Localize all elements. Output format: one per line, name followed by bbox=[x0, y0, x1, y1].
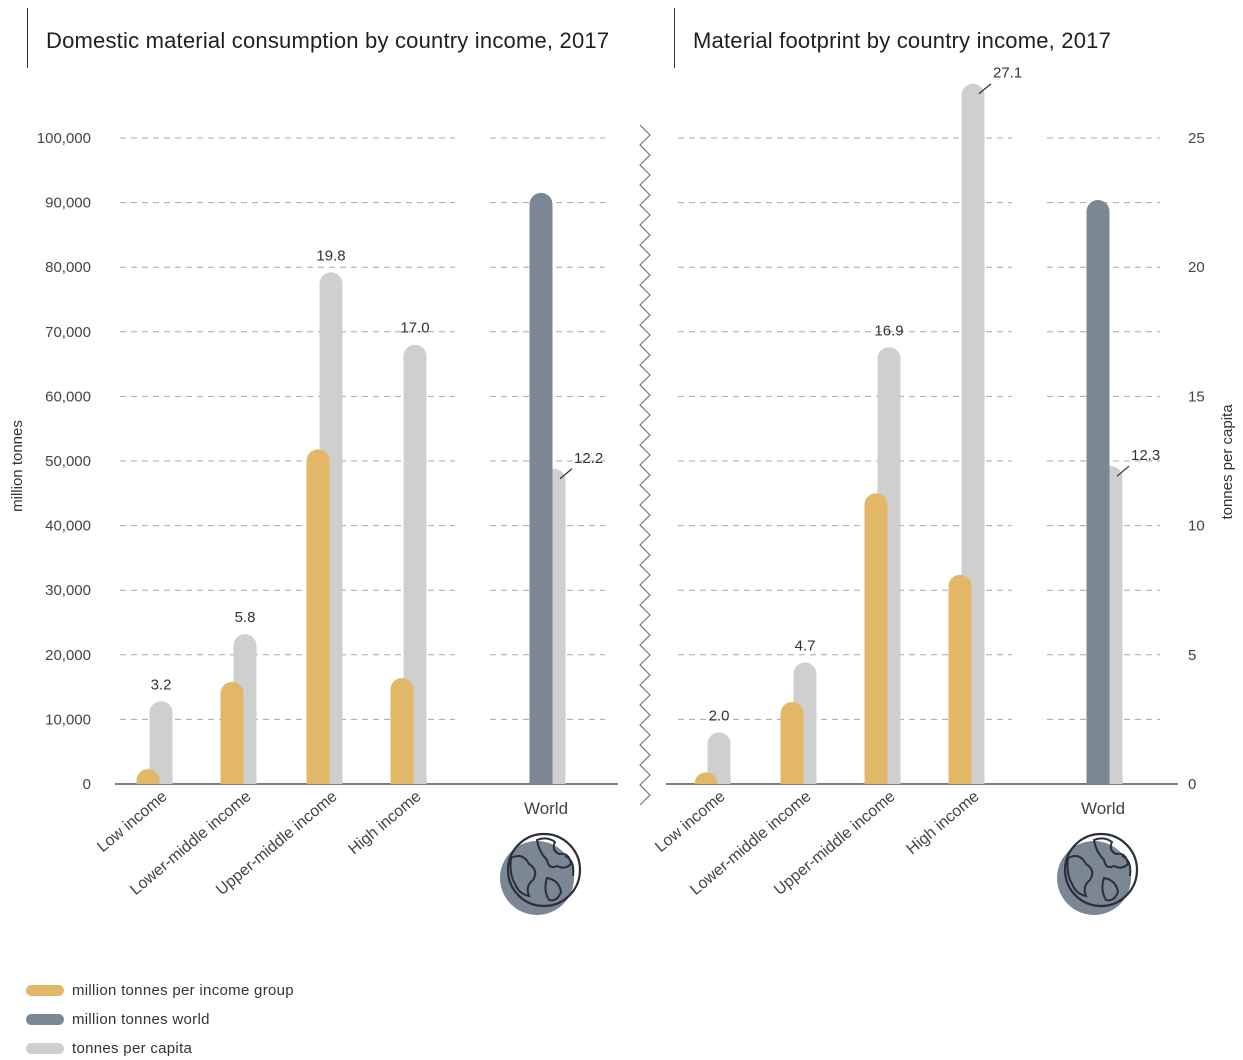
y-tick-label: 10,000 bbox=[45, 711, 91, 728]
y-tick-label: 30,000 bbox=[45, 582, 91, 599]
world-bar bbox=[1086, 200, 1110, 785]
globe-icon-continent bbox=[1092, 837, 1130, 869]
per-capita-bar bbox=[403, 344, 427, 784]
globe-icon-continent bbox=[1101, 876, 1120, 902]
globe-icon-outline bbox=[506, 832, 582, 908]
y2-tick-label: 25 bbox=[1188, 130, 1205, 147]
globe-icon-outline bbox=[1063, 832, 1139, 908]
per-capita-data-label: 16.9 bbox=[874, 322, 903, 339]
y-tick-label: 60,000 bbox=[45, 388, 91, 405]
right-chart-title: Material footprint by country income, 20… bbox=[693, 28, 1112, 53]
globe-icon-fill bbox=[500, 841, 574, 915]
y-tick-label: 100,000 bbox=[37, 130, 91, 147]
income-group-bar bbox=[306, 449, 330, 784]
x-tick-label: World bbox=[1081, 799, 1125, 818]
y-tick-label: 80,000 bbox=[45, 259, 91, 276]
y-tick-label: 20,000 bbox=[45, 647, 91, 664]
legend-item-world: million tonnes world bbox=[26, 1011, 210, 1028]
globe-icon-continent bbox=[509, 855, 537, 898]
income-group-bar bbox=[864, 493, 888, 784]
legend-label-world: million tonnes world bbox=[72, 1011, 210, 1028]
per-capita-data-label: 27.1 bbox=[993, 65, 1022, 82]
world-bar bbox=[529, 192, 553, 784]
per-capita-data-label: 12.3 bbox=[1131, 447, 1160, 464]
income-group-bar bbox=[694, 772, 718, 784]
per-capita-data-label: 12.2 bbox=[574, 450, 603, 467]
income-group-bar bbox=[948, 574, 972, 784]
x-tick-label: Low income bbox=[94, 788, 170, 856]
data-label-leader bbox=[978, 83, 992, 95]
globe-icon bbox=[1057, 832, 1139, 915]
globe-icon-continent bbox=[535, 837, 573, 869]
legend-item-income-group: million tonnes per income group bbox=[26, 982, 294, 999]
legend-swatch-per-capita bbox=[26, 1043, 64, 1054]
legend-item-per-capita: tonnes per capita bbox=[26, 1040, 192, 1057]
legend-label-per-capita: tonnes per capita bbox=[72, 1040, 193, 1057]
per-capita-data-label: 2.0 bbox=[709, 707, 730, 724]
per-capita-data-label: 17.0 bbox=[400, 320, 429, 337]
per-capita-data-label: 5.8 bbox=[235, 609, 256, 626]
per-capita-data-label: 4.7 bbox=[795, 638, 816, 655]
legend-label-income-group: million tonnes per income group bbox=[72, 982, 294, 999]
data-label-leader bbox=[1116, 465, 1130, 477]
y-tick-label: 40,000 bbox=[45, 518, 91, 535]
y-axis-label: million tonnes bbox=[9, 420, 26, 512]
globe-icon-continent bbox=[1066, 855, 1094, 898]
y2-tick-label: 15 bbox=[1188, 388, 1205, 405]
y-tick-label: 0 bbox=[83, 776, 91, 793]
per-capita-data-label: 19.8 bbox=[316, 247, 345, 264]
y2-tick-label: 10 bbox=[1188, 518, 1205, 535]
income-group-bar bbox=[780, 701, 804, 784]
x-tick-label: High income bbox=[904, 788, 983, 858]
y2-axis-label: tonnes per capita bbox=[1219, 404, 1236, 520]
per-capita-bar bbox=[149, 701, 173, 784]
data-label-leader bbox=[559, 468, 573, 480]
income-group-bar bbox=[390, 678, 414, 784]
legend-swatch-income-group bbox=[26, 985, 64, 996]
globe-icon-continent bbox=[1121, 855, 1132, 877]
right-title-bar bbox=[674, 8, 675, 68]
globe-icon bbox=[500, 832, 582, 915]
x-tick-label: High income bbox=[346, 788, 425, 858]
globe-icon-fill bbox=[1057, 841, 1131, 915]
legend-swatch-world bbox=[26, 1014, 64, 1025]
y2-tick-label: 0 bbox=[1188, 776, 1196, 793]
globe-icon-continent bbox=[544, 876, 563, 902]
left-title-bar bbox=[27, 8, 28, 68]
y-tick-label: 70,000 bbox=[45, 324, 91, 341]
y-tick-label: 50,000 bbox=[45, 453, 91, 470]
x-tick-label: Low income bbox=[652, 788, 728, 856]
globe-icon-continent bbox=[564, 855, 575, 877]
x-tick-label: World bbox=[524, 799, 568, 818]
y-tick-label: 90,000 bbox=[45, 195, 91, 212]
income-group-bar bbox=[136, 769, 160, 784]
y2-tick-label: 20 bbox=[1188, 259, 1205, 276]
left-chart-title: Domestic material consumption by country… bbox=[46, 28, 610, 53]
per-capita-bar bbox=[707, 732, 731, 784]
income-group-bar bbox=[220, 681, 244, 784]
per-capita-data-label: 3.2 bbox=[151, 676, 172, 693]
y2-tick-label: 5 bbox=[1188, 647, 1196, 664]
axis-break-zigzag bbox=[639, 124, 651, 806]
